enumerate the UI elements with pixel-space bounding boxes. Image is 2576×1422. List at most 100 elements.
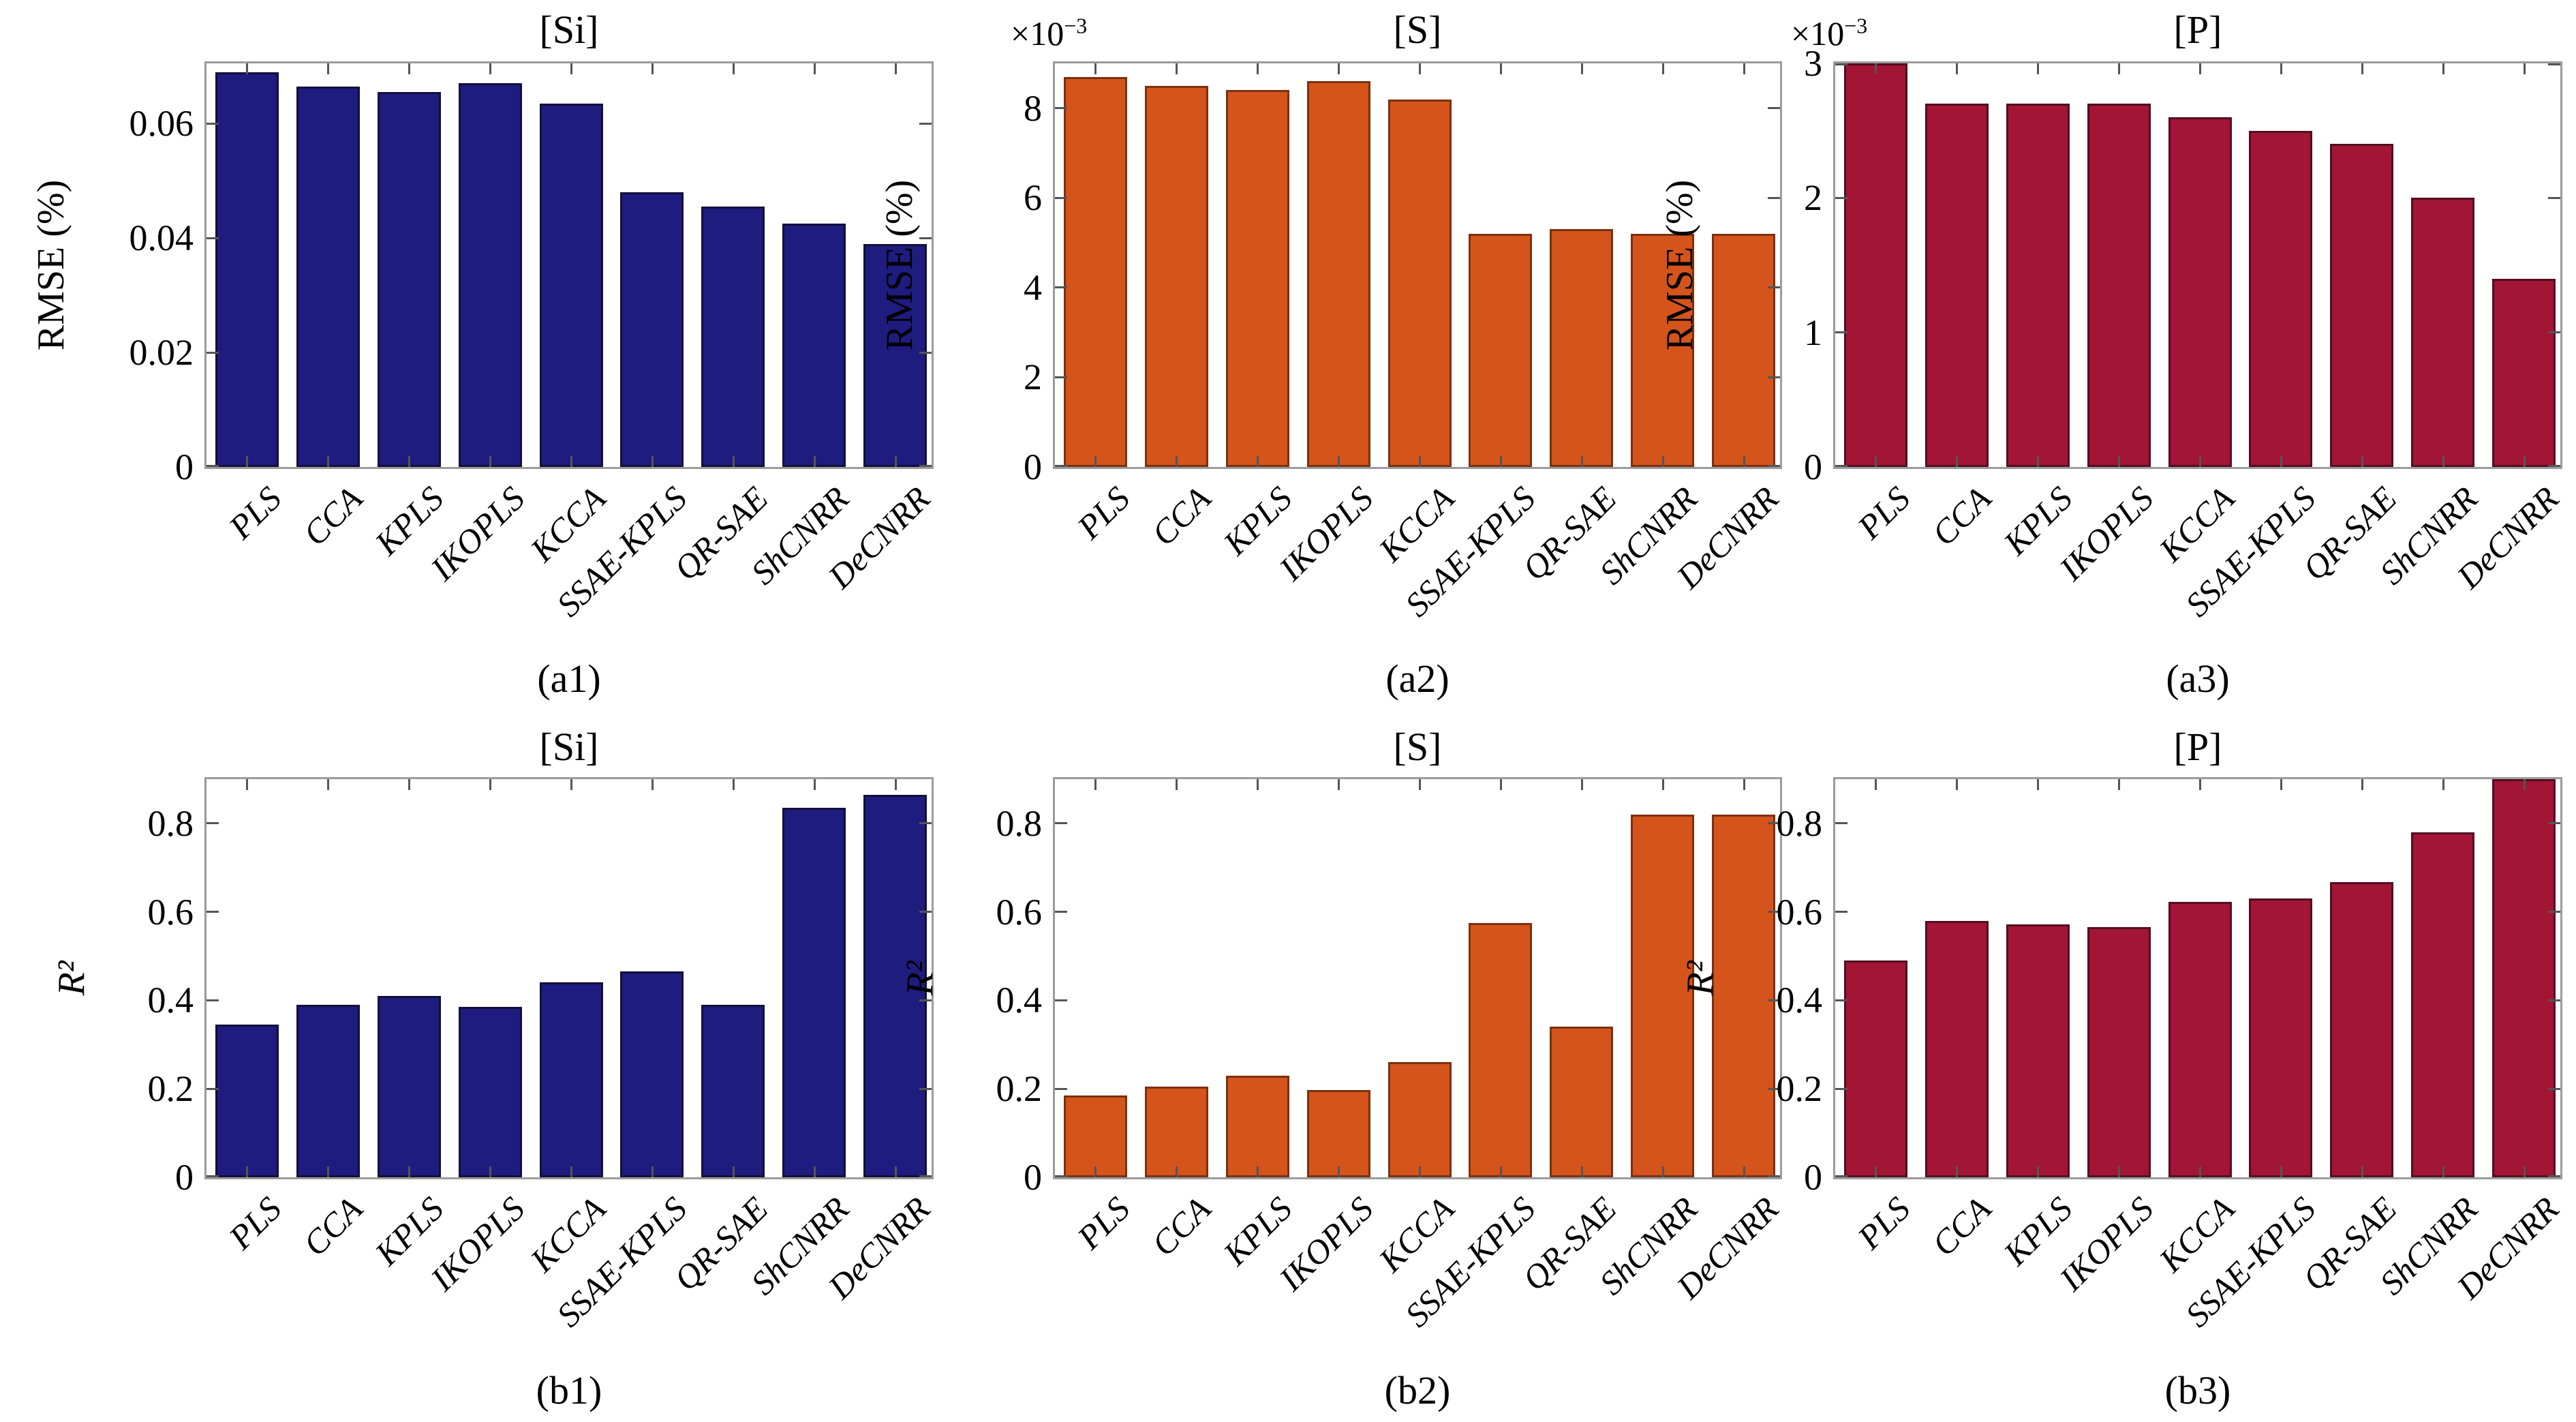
x-tick-bottom	[651, 456, 654, 467]
y-tick-label: 0.06	[129, 103, 194, 145]
x-tick-bottom	[2117, 456, 2120, 467]
x-tick-top	[2117, 779, 2120, 790]
x-tick-top	[1337, 63, 1340, 74]
panel-label: (a3)	[2166, 656, 2230, 701]
y-tick-label: 2	[1804, 177, 1822, 219]
y-tick-right	[919, 911, 932, 913]
x-tick-bottom	[2036, 1166, 2039, 1177]
x-tick-bottom	[894, 456, 897, 467]
x-tick-top	[1580, 779, 1583, 790]
x-tick-bottom	[1094, 456, 1097, 467]
x-tick-top	[732, 63, 735, 74]
bar-KPLS	[2006, 104, 2070, 467]
y-tick-left	[1835, 999, 1847, 1001]
y-tick-label: 0.8	[996, 802, 1043, 844]
bar-IKOPLS	[2087, 104, 2151, 467]
x-tick-bottom	[570, 1166, 572, 1177]
x-tick-bottom	[408, 1166, 410, 1177]
x-tick-bottom	[2442, 1166, 2444, 1177]
y-tick-left	[1055, 196, 1067, 199]
bar-DeCNRR	[2492, 279, 2556, 467]
x-tick-top	[1175, 779, 1178, 790]
x-tick-top	[2280, 63, 2282, 74]
y-tick-right	[2548, 1087, 2560, 1090]
bar-CCA	[1145, 86, 1208, 467]
y-axis-label: RMSE (%)	[30, 179, 72, 351]
y-axis-label: RMSE (%)	[878, 179, 921, 351]
x-tick-label: PLS	[1069, 479, 1137, 547]
plot-box	[1053, 777, 1782, 1179]
bar-CCA	[296, 87, 360, 467]
plot-box	[1833, 61, 2562, 469]
x-tick-top	[2523, 63, 2526, 74]
x-tick-top	[408, 779, 410, 790]
x-tick-bottom	[1874, 1166, 1877, 1177]
y-tick-left	[206, 237, 219, 239]
x-tick-bottom	[1661, 456, 1664, 467]
x-tick-label: CCA	[1144, 479, 1218, 554]
y-tick-right	[919, 351, 932, 354]
y-tick-left	[1835, 331, 1847, 334]
x-tick-top	[813, 63, 816, 74]
x-tick-label: PLS	[221, 1189, 289, 1257]
x-tick-bottom	[2036, 456, 2039, 467]
y-tick-left	[206, 1175, 219, 1177]
offset-base: ×10	[1011, 14, 1064, 52]
y-tick-left	[206, 822, 219, 825]
x-tick-label: CCA	[1144, 1189, 1218, 1264]
chart-title: [Si]	[539, 725, 599, 769]
bar-KCCA	[2168, 902, 2232, 1177]
x-tick-bottom	[326, 1166, 329, 1177]
x-tick-bottom	[1580, 456, 1583, 467]
x-tick-bottom	[2280, 456, 2282, 467]
y-tick-left	[1055, 822, 1067, 825]
x-tick-bottom	[1580, 1166, 1583, 1177]
y-tick-right	[2548, 999, 2560, 1001]
y-tick-right	[919, 122, 932, 125]
chart-title: [P]	[2173, 7, 2222, 52]
x-tick-bottom	[1094, 1166, 1097, 1177]
y-tick-right	[919, 1087, 932, 1090]
y-tick-label: 0.02	[129, 332, 194, 374]
y-tick-left	[1835, 196, 1847, 199]
y-tick-label: 0.4	[1776, 980, 1823, 1021]
bar-KCCA	[1388, 100, 1452, 467]
bar-KCCA	[2168, 117, 2232, 467]
x-tick-top	[1175, 63, 1178, 74]
panel-label: (b3)	[2164, 1368, 2231, 1412]
y-tick-right	[919, 1175, 932, 1177]
x-tick-bottom	[326, 456, 329, 467]
x-tick-label: CCA	[295, 479, 370, 554]
bar-SSAE-KPLS	[1469, 234, 1532, 467]
x-tick-top	[245, 63, 248, 74]
plot-box	[1053, 61, 1782, 469]
bar-ShCNRR	[782, 224, 846, 467]
y-tick-right	[919, 822, 932, 825]
x-tick-top	[1256, 63, 1259, 74]
x-tick-top	[1499, 779, 1502, 790]
y-tick-left	[1055, 107, 1067, 110]
y-tick-right	[2548, 465, 2560, 467]
x-tick-bottom	[1499, 1166, 1502, 1177]
x-tick-top	[732, 779, 735, 790]
x-tick-bottom	[1337, 456, 1340, 467]
bar-DeCNRR	[2492, 779, 2556, 1177]
x-tick-label: PLS	[1850, 479, 1918, 547]
x-tick-top	[245, 779, 248, 790]
x-tick-top	[651, 779, 654, 790]
y-tick-label: 0	[175, 447, 194, 487]
y-tick-label: 0	[1024, 1157, 1042, 1198]
y-tick-right	[919, 999, 932, 1001]
y-tick-right	[1768, 376, 1780, 378]
x-tick-bottom	[1743, 1166, 1745, 1177]
y-tick-left	[1055, 465, 1067, 467]
x-tick-bottom	[408, 456, 410, 467]
x-tick-top	[2198, 779, 2201, 790]
x-tick-top	[570, 63, 572, 74]
x-tick-bottom	[2198, 456, 2201, 467]
y-tick-label: 0.6	[996, 891, 1043, 933]
y-tick-left	[1055, 1175, 1067, 1177]
bar-IKOPLS	[459, 83, 522, 467]
bar-SSAE-KPLS	[620, 192, 684, 467]
